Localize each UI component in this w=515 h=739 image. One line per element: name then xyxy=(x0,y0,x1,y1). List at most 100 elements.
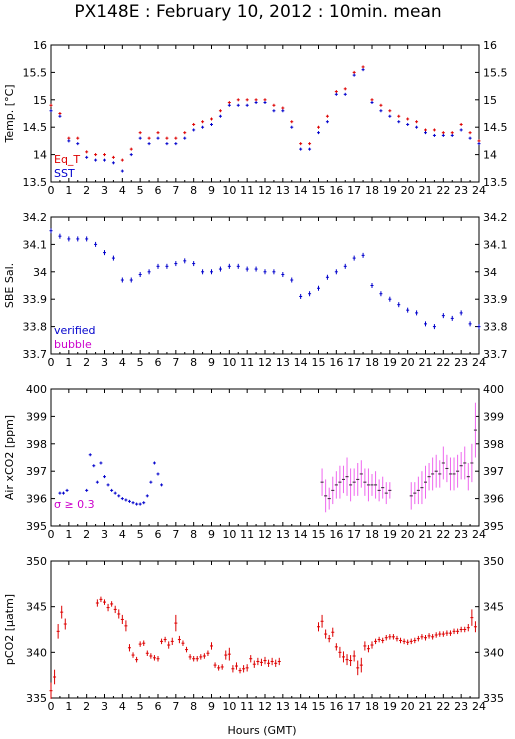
pco2-point xyxy=(127,644,131,652)
pco2-point xyxy=(338,646,342,658)
pco2-point xyxy=(370,641,374,649)
y-tick-label-left: 15.5 xyxy=(23,66,48,79)
data-point-2-0 xyxy=(254,266,258,272)
x-tick-label: 17 xyxy=(347,528,361,541)
data-point-1-0 xyxy=(308,142,312,146)
pco2-point xyxy=(345,654,349,666)
panel-frame-2 xyxy=(50,216,480,355)
x-tick-label: 14 xyxy=(294,184,308,197)
x-tick-label: 4 xyxy=(119,700,126,713)
data-point-2-0 xyxy=(218,266,222,272)
y-tick-label-right: 398 xyxy=(483,438,504,451)
data-point-1-0 xyxy=(120,158,124,162)
data-point-2-0 xyxy=(343,263,347,269)
air-xco2-point xyxy=(85,488,89,492)
x-tick-label: 13 xyxy=(276,528,290,541)
y-tick-label-left: 340 xyxy=(26,646,47,659)
x-tick-label: 7 xyxy=(172,528,179,541)
y-tick-label-left: 396 xyxy=(26,493,47,506)
y-tick-label-right: 396 xyxy=(483,493,504,506)
y-axis-label: pCO2 [µatm] xyxy=(3,594,16,665)
y-tick-label-right: 399 xyxy=(483,410,504,423)
data-point-1-0 xyxy=(281,106,285,110)
pco2-point xyxy=(470,609,474,626)
data-point-1-1 xyxy=(156,136,160,140)
pco2-point xyxy=(413,637,417,644)
air-xco2-point xyxy=(95,480,99,484)
data-point-1-0 xyxy=(129,147,133,151)
pco2-point xyxy=(441,631,445,637)
data-point-2-0 xyxy=(459,310,463,316)
data-point-2-0 xyxy=(450,315,454,321)
air-xco2-point xyxy=(120,497,124,501)
pco2-point xyxy=(331,627,335,637)
x-tick-label: 7 xyxy=(172,184,179,197)
x-tick-label: 16 xyxy=(329,700,343,713)
x-tick-label: 12 xyxy=(258,700,272,713)
y-tick-label-left: 399 xyxy=(26,410,47,423)
legend-eq-t: Eq_T xyxy=(54,153,80,166)
pco2-point xyxy=(366,645,370,653)
y-tick-label-left: 34.2 xyxy=(23,211,48,224)
pco2-point xyxy=(60,605,64,619)
data-point-1-0 xyxy=(58,112,62,115)
y-tick-label-right: 14.5 xyxy=(483,121,508,134)
x-tick-label: 19 xyxy=(383,528,397,541)
air-xco2-point xyxy=(142,501,146,505)
pco2-point xyxy=(174,614,178,632)
x-tick-label: 11 xyxy=(240,528,254,541)
data-point-1-1 xyxy=(325,120,329,124)
x-tick-label: 10 xyxy=(222,528,236,541)
data-point-1-0 xyxy=(468,131,472,135)
x-tick-label: 2 xyxy=(83,184,90,197)
x-tick-label: 20 xyxy=(401,356,415,369)
air-xco2-point xyxy=(124,498,128,502)
data-point-2-0 xyxy=(415,310,419,316)
air-xco2-point xyxy=(117,494,121,498)
pco2-point xyxy=(210,642,213,650)
data-point-1-1 xyxy=(468,136,472,140)
y-axis-label: Temp. [°C] xyxy=(3,84,16,143)
pco2-point xyxy=(263,656,267,665)
air-xco2-point xyxy=(145,494,149,498)
data-point-1-1 xyxy=(432,133,436,137)
y-tick-label-left: 395 xyxy=(26,520,47,533)
data-point-1-1 xyxy=(388,114,392,118)
data-point-1-1 xyxy=(424,131,427,135)
data-point-1-0 xyxy=(317,125,320,129)
data-point-1-1 xyxy=(352,73,356,77)
data-point-1-0 xyxy=(245,98,249,102)
air-xco2-point xyxy=(131,501,135,505)
pco2-point xyxy=(245,664,249,672)
pco2-point xyxy=(416,635,420,642)
data-point-1-1 xyxy=(263,101,267,105)
data-point-2-0 xyxy=(67,236,71,242)
x-tick-label: 12 xyxy=(258,528,272,541)
x-tick-label: 19 xyxy=(383,356,397,369)
pco2-point xyxy=(227,647,231,661)
data-point-2-0 xyxy=(156,263,160,269)
pco2-point xyxy=(391,634,395,640)
data-point-1-1 xyxy=(397,120,401,124)
data-point-1-1 xyxy=(111,161,115,165)
data-point-1-0 xyxy=(76,136,80,140)
data-point-2-0 xyxy=(281,272,285,278)
x-tick-label: 9 xyxy=(208,356,215,369)
pco2-point xyxy=(341,651,345,663)
data-point-1-1 xyxy=(459,128,463,132)
data-point-1-0 xyxy=(156,131,160,135)
y-tick-label-right: 15 xyxy=(483,94,497,107)
legend-sst: SST xyxy=(54,167,75,180)
air-xco2-point xyxy=(110,488,114,492)
y-tick-label-left: 350 xyxy=(26,555,47,568)
x-tick-label: 20 xyxy=(401,700,415,713)
x-tick-label: 18 xyxy=(365,184,379,197)
x-tick-label: 5 xyxy=(137,700,144,713)
x-tick-label: 8 xyxy=(190,700,197,713)
data-point-1-1 xyxy=(67,139,71,143)
pco2-point xyxy=(231,665,235,673)
y-tick-label-right: 16 xyxy=(483,39,497,52)
x-tick-label: 3 xyxy=(101,700,108,713)
data-point-1-1 xyxy=(76,142,80,146)
